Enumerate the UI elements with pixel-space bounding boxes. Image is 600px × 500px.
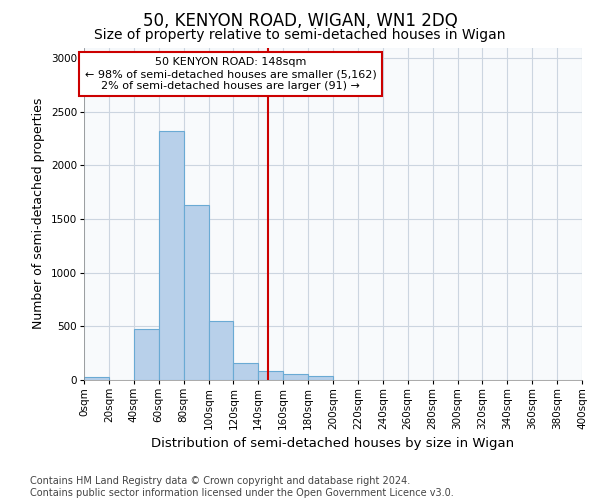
Text: 50 KENYON ROAD: 148sqm
← 98% of semi-detached houses are smaller (5,162)
2% of s: 50 KENYON ROAD: 148sqm ← 98% of semi-det… xyxy=(85,58,377,90)
Text: Size of property relative to semi-detached houses in Wigan: Size of property relative to semi-detach… xyxy=(94,28,506,42)
Bar xyxy=(259,372,283,380)
Bar xyxy=(209,321,233,380)
Bar xyxy=(283,374,308,380)
Bar xyxy=(84,48,582,380)
Text: Contains HM Land Registry data © Crown copyright and database right 2024.
Contai: Contains HM Land Registry data © Crown c… xyxy=(30,476,454,498)
Bar xyxy=(159,131,184,380)
Y-axis label: Number of semi-detached properties: Number of semi-detached properties xyxy=(32,98,45,330)
Bar xyxy=(233,364,259,380)
Bar xyxy=(308,376,333,380)
Bar xyxy=(184,205,209,380)
X-axis label: Distribution of semi-detached houses by size in Wigan: Distribution of semi-detached houses by … xyxy=(151,438,515,450)
Bar xyxy=(134,328,159,380)
Bar xyxy=(84,378,109,380)
Text: 50, KENYON ROAD, WIGAN, WN1 2DQ: 50, KENYON ROAD, WIGAN, WN1 2DQ xyxy=(143,12,457,30)
